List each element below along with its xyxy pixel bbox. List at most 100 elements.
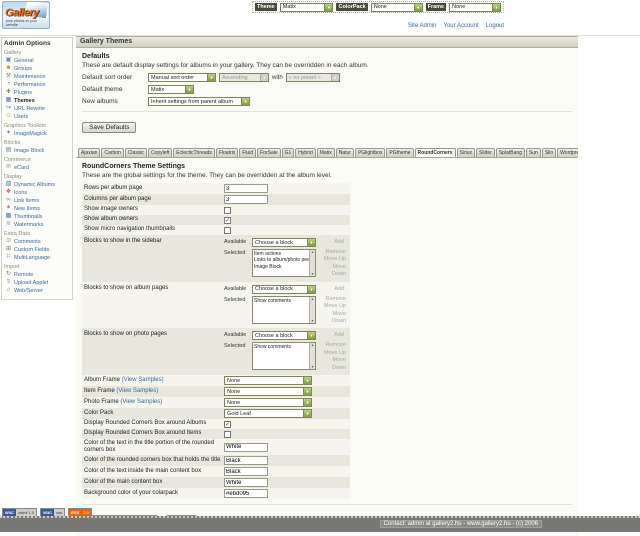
default-theme-select[interactable]: Matix ▼: [148, 85, 194, 94]
footer-admin-link[interactable]: admin at gallery2.hu: [407, 521, 462, 527]
move-down-button[interactable]: Move Down: [331, 310, 346, 324]
choose-block-select[interactable]: Choose a block ▼: [252, 284, 316, 294]
frame-select[interactable]: None ▼: [449, 2, 501, 12]
move-up-button[interactable]: Move Up: [323, 349, 346, 356]
gallery-logo[interactable]: Gallery your photos on your website: [2, 1, 50, 29]
view-samples-link[interactable]: (View Samples): [120, 398, 163, 405]
tab-classic[interactable]: Classic: [124, 148, 147, 157]
logout-link[interactable]: Logout: [485, 23, 504, 29]
color-of-the-text-inside-the-main-content-box-input[interactable]: [224, 467, 268, 477]
color-pack-select[interactable]: Gold Leaf ▼: [224, 409, 312, 419]
listbox-scrollbar[interactable]: ▲ ▼: [308, 250, 315, 276]
background-color-of-your-colarpack-input[interactable]: [224, 489, 268, 499]
sidebar-item-image-block[interactable]: ▤ Image Block: [5, 147, 70, 154]
listbox-item[interactable]: Show comments: [254, 344, 291, 351]
tab-hybrid[interactable]: Hybrid: [295, 148, 316, 157]
tab-fluid[interactable]: Fluid: [239, 148, 257, 157]
listbox-item[interactable]: Image Block: [254, 263, 282, 270]
listbox-scrollbar[interactable]: ▲ ▼: [308, 296, 315, 323]
sidebar-item-remote[interactable]: ↻ Remote: [5, 271, 70, 278]
add-button[interactable]: Add: [334, 285, 344, 292]
add-button[interactable]: Add: [334, 332, 344, 339]
show-album-owners-checkbox[interactable]: ✓: [224, 216, 231, 224]
footer-site-link[interactable]: www.gallery2.hu: [466, 521, 511, 527]
sidebar-item-plugins[interactable]: ✚ Plugins: [5, 89, 70, 96]
sidebar-item-url-rewrite[interactable]: ↪ URL Rewrite: [5, 105, 70, 112]
tab-wordpressembedded[interactable]: WordpressEmbedded: [557, 148, 578, 157]
sidebar-item-users[interactable]: ☺ Users: [5, 113, 70, 120]
move-down-button[interactable]: Move Down: [331, 357, 346, 371]
listbox-scrollbar[interactable]: ▲ ▼: [308, 343, 315, 370]
choose-block-select[interactable]: Choose a block ▼: [252, 238, 316, 247]
selected-blocks-listbox[interactable]: Show comments ▲ ▼: [252, 295, 316, 324]
selected-blocks-listbox[interactable]: Show comments ▲ ▼: [252, 342, 316, 371]
remove-button[interactable]: Remove: [325, 249, 346, 255]
new-albums-select[interactable]: Inherit settings from parent album ▼: [148, 97, 250, 106]
item-frame-select[interactable]: None ▼: [224, 387, 312, 397]
show-micro-navigation-thumbnails-checkbox[interactable]: [224, 226, 231, 234]
sidebar-item-web-server[interactable]: ⌂ Web/Server: [5, 287, 70, 294]
display-rounded-corners-box-around-albums-checkbox[interactable]: ✓: [224, 420, 231, 428]
display-rounded-corners-box-around-items-checkbox[interactable]: [224, 430, 231, 438]
add-button[interactable]: Add: [334, 239, 344, 245]
listbox-item[interactable]: Item actions: [254, 251, 281, 257]
move-up-button[interactable]: Move Up: [323, 303, 346, 310]
sidebar-item-maintenance[interactable]: ⚒ Maintenance: [5, 73, 70, 80]
tab-pgtheme[interactable]: PGtheme: [386, 148, 414, 157]
columns-per-album-page-input[interactable]: [224, 195, 268, 204]
save-defaults-button[interactable]: Save Defaults: [82, 122, 137, 133]
sidebar-item-imagemagick[interactable]: ✦ ImageMagick: [5, 130, 70, 137]
sidebar-item-icons[interactable]: ❖ Icons: [5, 189, 70, 196]
remove-button[interactable]: Remove: [325, 295, 346, 302]
tab-ajaxian[interactable]: Ajaxian: [78, 148, 101, 157]
sidebar-item-performance[interactable]: ◔ Performance: [5, 81, 70, 88]
tab-splatbang[interactable]: SplatBang: [495, 148, 525, 157]
view-samples-link[interactable]: (View Samples): [116, 387, 159, 394]
color-of-the-text-in-the-title-portion-of-the-rounded-corners-box-input[interactable]: [224, 442, 268, 452]
photo-frame-select[interactable]: None ▼: [224, 398, 312, 408]
selected-blocks-listbox[interactable]: Item actions Links to album/photo peers Im…: [252, 249, 316, 277]
tab-eclecticthreads[interactable]: EclecticThreads: [173, 148, 215, 157]
tab-g1[interactable]: G1: [281, 148, 295, 157]
sidebar-item-dynamic-albums[interactable]: ▧ Dynamic Albums: [5, 181, 70, 188]
listbox-item[interactable]: Links to album/photo peers: [254, 257, 315, 264]
tab-silo[interactable]: Silo: [541, 148, 557, 157]
listbox-item[interactable]: Show comments: [254, 297, 291, 304]
tab-natur[interactable]: Natur: [335, 148, 354, 157]
tab-roundcorners[interactable]: RoundCorners: [414, 148, 456, 157]
sidebar-item-upload-applet[interactable]: ⇧ Upload Applet: [5, 279, 70, 286]
sidebar-item-comments[interactable]: ⊙ Comments: [5, 238, 70, 245]
sidebar-item-general[interactable]: ▣ General: [5, 57, 70, 64]
view-samples-link[interactable]: (View Samples): [121, 376, 164, 383]
move-up-button[interactable]: Move Up: [323, 256, 346, 263]
tab-slider[interactable]: Slider: [476, 148, 495, 157]
move-down-button[interactable]: Move Down: [331, 263, 346, 278]
tab-carbon[interactable]: Carbon: [101, 148, 124, 157]
tab-pglightbox[interactable]: PGlightbox: [354, 148, 386, 157]
sidebar-item-custom-fields[interactable]: ⊞ Custom Fields: [5, 246, 70, 253]
sidebar-item-link-items[interactable]: ∞ Link Items: [5, 197, 70, 204]
tab-sun[interactable]: Sun: [525, 148, 541, 157]
choose-block-select[interactable]: Choose a block ▼: [252, 331, 316, 341]
colorpack-select[interactable]: None ▼: [370, 2, 423, 12]
color-of-the-main-content-box-input[interactable]: [224, 478, 268, 488]
rows-per-album-page-input[interactable]: [224, 184, 268, 193]
your-account-link[interactable]: Your Account: [443, 23, 479, 29]
sidebar-item-multilanguage[interactable]: ⚐ MultiLanguage: [5, 254, 70, 261]
color-of-the-rounded-corners-box-that-holds-the-title-input[interactable]: [224, 456, 268, 466]
tab-siriux[interactable]: Siriux: [456, 148, 476, 157]
tab-copyleft[interactable]: Copyleft: [147, 148, 173, 157]
site-admin-link[interactable]: Site Admin: [407, 23, 437, 29]
sidebar-item-ecard[interactable]: ✉ eCard: [5, 164, 70, 171]
album-frame-select[interactable]: None ▼: [224, 376, 312, 386]
remove-button[interactable]: Remove: [325, 342, 346, 349]
sidebar-item-thumbnails[interactable]: ▩ Thumbnails: [5, 213, 70, 220]
default-sort-order-select[interactable]: Manual sort order ▼: [148, 73, 216, 82]
tab-floatrix[interactable]: Floatrix: [215, 148, 239, 157]
sidebar-item-groups[interactable]: ☻ Groups: [5, 65, 70, 72]
tab-forsale[interactable]: ForSale: [257, 148, 281, 157]
sidebar-item-themes[interactable]: ▦ Themes: [5, 97, 70, 104]
theme-select[interactable]: Matix ▼: [279, 2, 334, 12]
sidebar-item-watermarks[interactable]: ≋ Watermarks: [5, 221, 70, 228]
sidebar-item-new-items[interactable]: ✶ New Items: [5, 205, 70, 212]
